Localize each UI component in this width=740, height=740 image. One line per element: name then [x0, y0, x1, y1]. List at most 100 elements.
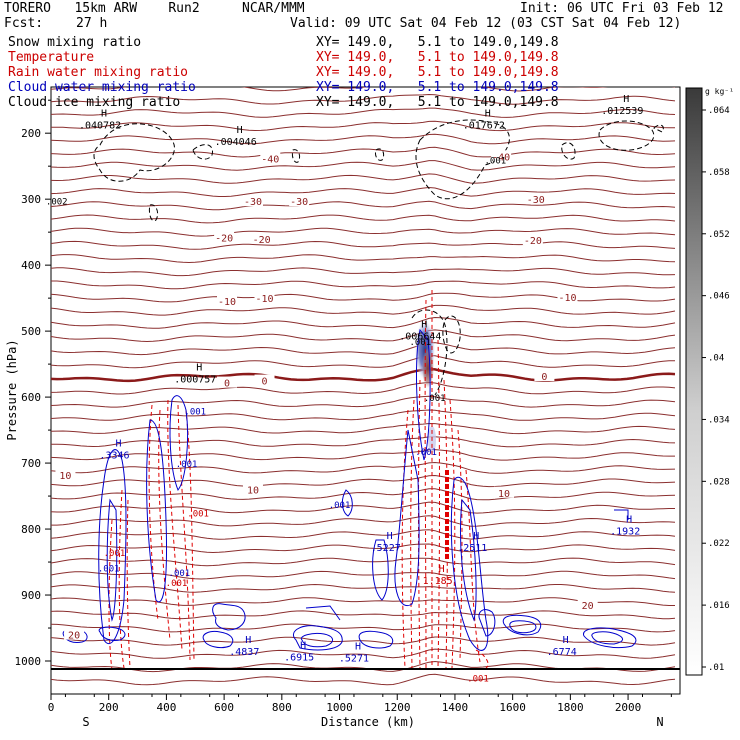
- isotherm: [51, 673, 676, 686]
- isotherm: [51, 557, 676, 567]
- isotherm: [51, 329, 676, 343]
- rain-contour: [475, 649, 489, 669]
- temperature-label: 20: [582, 601, 594, 612]
- cloud-water-contour: [146, 419, 168, 603]
- isotherm: [51, 200, 676, 211]
- temperature-label: 10: [247, 485, 259, 496]
- max-marker-h: H: [626, 514, 632, 525]
- rain-contour: [126, 499, 131, 669]
- max-marker-h: H: [245, 635, 251, 646]
- y-tick-label: 400: [21, 259, 41, 272]
- label-bg: [242, 195, 263, 207]
- snow-contour: [411, 309, 448, 396]
- snow-contour: [192, 144, 214, 160]
- x-axis: 0 200 400 600 800 1000 1200 1400 1600 1800 2000: [48, 694, 672, 714]
- max-value-label: .000757: [174, 375, 216, 386]
- colorbar-tick-label: .046: [708, 292, 730, 302]
- label-bg: [491, 150, 512, 162]
- isotherm: [51, 173, 676, 184]
- field-xy: XY= 149.0, 5.1 to 149.0,149.8: [316, 80, 559, 95]
- field-xy: XY= 149.0, 5.1 to 149.0,149.8: [316, 35, 559, 50]
- temperature-label: -10: [558, 293, 576, 304]
- north-label: N: [656, 715, 663, 729]
- isotherm: [51, 227, 676, 237]
- cloud-water-contour: [394, 429, 420, 607]
- isotherm: [51, 488, 676, 501]
- colorbar-tick-label: .028: [708, 477, 730, 487]
- y-axis-title: Pressure (hPa): [5, 339, 19, 440]
- temperature-label: -10: [255, 294, 273, 305]
- contour-labels: -40 -40 -30 -30 -30 -20 -20 -20 -10 -10 -10 0 0 0 10 10…: [46, 94, 643, 684]
- isotherm: [51, 597, 675, 606]
- temperature-label: 10: [498, 489, 510, 500]
- colorbar-ticks: .01 .016 .022 .028 .034 .04 .046 .052 .058 .064: [702, 106, 730, 673]
- isotherm: [51, 87, 675, 92]
- temperature-label: -40: [261, 154, 279, 165]
- isotherm: [51, 381, 676, 395]
- max-value-label: .006644: [399, 332, 441, 343]
- isotherm: [51, 436, 676, 448]
- isotherm: [51, 610, 676, 620]
- rain-contour: [449, 399, 456, 669]
- label-bg: [557, 290, 578, 302]
- temperature-isotherms: [51, 87, 676, 686]
- contour-value-label: .001: [98, 564, 120, 574]
- header-fcst-value: 27 h: [76, 16, 108, 31]
- snow-contour: [291, 149, 301, 163]
- contour-value-label: .001: [104, 549, 126, 559]
- contour-value-label: .001: [329, 501, 351, 511]
- cloud-water-contour: [509, 620, 537, 634]
- max-value-label: .2511: [457, 543, 487, 554]
- max-value-label: .1932: [610, 526, 640, 537]
- isotherm: [51, 240, 676, 250]
- temperature-label: -30: [527, 195, 545, 206]
- x-tick-label: 200: [99, 701, 119, 714]
- label-bg: [522, 234, 543, 246]
- label-bg: [525, 193, 546, 205]
- cloud-water-contour: [502, 614, 542, 636]
- x-tick-label: 800: [272, 701, 292, 714]
- cloud-water-contour: [358, 630, 394, 649]
- cloud-water-contour: [212, 603, 246, 631]
- isotherm: [51, 409, 676, 421]
- x-tick-label: 1200: [384, 701, 411, 714]
- max-marker-h: H: [355, 642, 361, 653]
- isotherm: [51, 292, 676, 303]
- temperature-label: -30: [290, 197, 308, 208]
- cloud-water-contour: [591, 631, 623, 645]
- max-marker-h: H: [237, 125, 243, 136]
- temperature-label: 0: [541, 372, 547, 383]
- isotherm: [51, 214, 676, 224]
- cloud-water-contour: [169, 395, 189, 491]
- cloud-water-contour: [202, 631, 234, 649]
- max-value-label: .4837: [229, 647, 259, 658]
- cloud-water-contour: [450, 476, 489, 651]
- temperature-label: 20: [68, 631, 80, 642]
- cloud-water-contour: [583, 627, 637, 649]
- cloud-water-contour: [305, 605, 341, 621]
- temperature-label: -30: [244, 197, 262, 208]
- y-tick-label: 500: [21, 325, 41, 338]
- y-tick-label: 900: [21, 589, 41, 602]
- cloud-water-contour: [416, 328, 431, 461]
- label-bg: [260, 152, 281, 164]
- max-value-label: 1.185: [423, 576, 453, 587]
- label-bg: [64, 628, 85, 640]
- contour-value-label: .001: [187, 510, 209, 520]
- x-tick-label: 1000: [326, 701, 353, 714]
- max-marker-h: H: [421, 320, 427, 331]
- colorbar-tick-label: .064: [708, 106, 730, 116]
- snow-contour: [442, 315, 461, 354]
- colorbar-bar: [685, 87, 703, 676]
- max-marker-h: H: [196, 363, 202, 374]
- cloud-water-contour: [98, 626, 126, 641]
- x-tick-label: 0: [48, 701, 55, 714]
- max-value-label: .040782: [79, 121, 121, 132]
- temperature-label: 0: [261, 377, 267, 388]
- isotherm: [51, 461, 676, 474]
- contour-value-label: .002: [46, 197, 68, 207]
- contour-value-label: .001: [415, 448, 437, 458]
- temperature-label: -20: [524, 236, 542, 247]
- x-axis-title: Distance (km): [321, 715, 415, 729]
